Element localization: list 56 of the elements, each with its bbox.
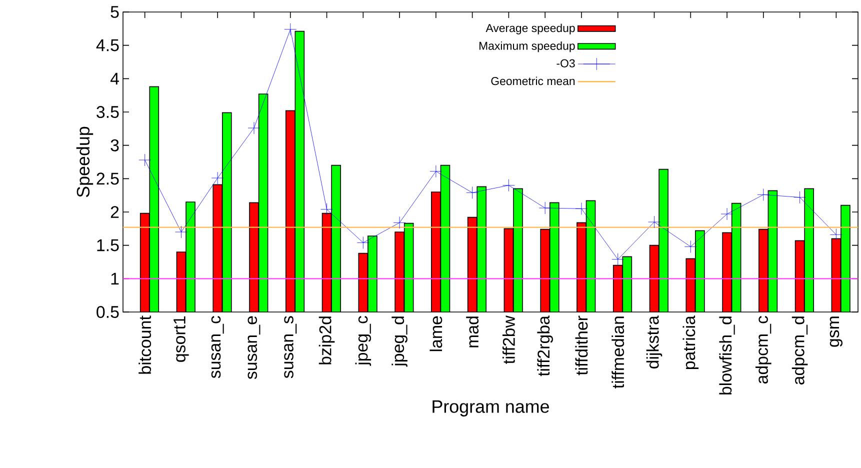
y-tick-label: 3.5: [96, 106, 119, 118]
x-tick-label: susan_s: [284, 316, 297, 378]
y-tick-label: 4: [110, 72, 119, 84]
y-axis-title: Speedup: [76, 126, 94, 198]
x-tick-label: patricia: [682, 316, 699, 370]
x-tick-label: lame: [430, 316, 442, 352]
point: [502, 179, 515, 192]
point: [830, 228, 842, 241]
legend-label: Geometric mean: [491, 76, 575, 86]
point: [284, 23, 297, 36]
y-tick-label: 2: [110, 206, 119, 218]
y-tick-label: 1.5: [97, 239, 119, 252]
x-tick-label: tiffdither: [575, 316, 588, 376]
x-tick-label: tiffmedian: [612, 316, 624, 388]
point: [720, 208, 734, 220]
x-tick-label: adpcm_d: [792, 316, 808, 384]
y-tick-label: 5: [110, 6, 119, 18]
y-tick-label: 2.5: [96, 172, 119, 185]
legend-label: -O3: [556, 59, 575, 68]
x-tick-label: susan_e: [248, 316, 260, 380]
x-tick-label: bzip2d: [318, 316, 335, 364]
y-tick-label: 0.5: [96, 306, 119, 318]
x-tick-label: dijkstra: [646, 316, 662, 368]
point: [794, 191, 806, 204]
x-axis-title: Program name: [432, 400, 549, 416]
point: [538, 202, 552, 214]
point: [575, 202, 588, 215]
legend-label: Average speedup: [486, 24, 575, 34]
point: [648, 216, 660, 228]
x-tick-label: susan_c: [211, 316, 224, 378]
y-tick-label: 1: [111, 272, 119, 284]
point: [211, 172, 224, 184]
point: [430, 165, 442, 178]
x-tick-label: mad: [466, 316, 479, 348]
y-tick-label: 3: [110, 139, 119, 152]
x-tick-label: adpcm_c: [756, 316, 772, 384]
point: [356, 236, 370, 249]
point: [248, 122, 260, 134]
point: [175, 226, 188, 238]
x-tick-label: qsort1: [174, 316, 189, 362]
point: [612, 253, 624, 266]
point: [138, 154, 152, 166]
point: [393, 216, 406, 229]
point: [684, 240, 697, 253]
legend-label: Maximum speedup: [479, 41, 575, 52]
x-tick-label: blowfish_d: [719, 316, 735, 394]
x-tick-label: bitcount: [138, 316, 152, 374]
point: [320, 203, 333, 216]
x-tick-label: gsm: [830, 316, 842, 347]
x-tick-label: jpeg_c: [355, 316, 372, 366]
point: [757, 188, 770, 201]
x-tick-label: jpeg_d: [392, 316, 408, 367]
x-tick-label: tiff2bw: [502, 315, 515, 364]
point: [466, 186, 479, 199]
y-tick-label: 4.5: [96, 39, 119, 52]
x-tick-label: tiff2rgba: [537, 316, 553, 376]
